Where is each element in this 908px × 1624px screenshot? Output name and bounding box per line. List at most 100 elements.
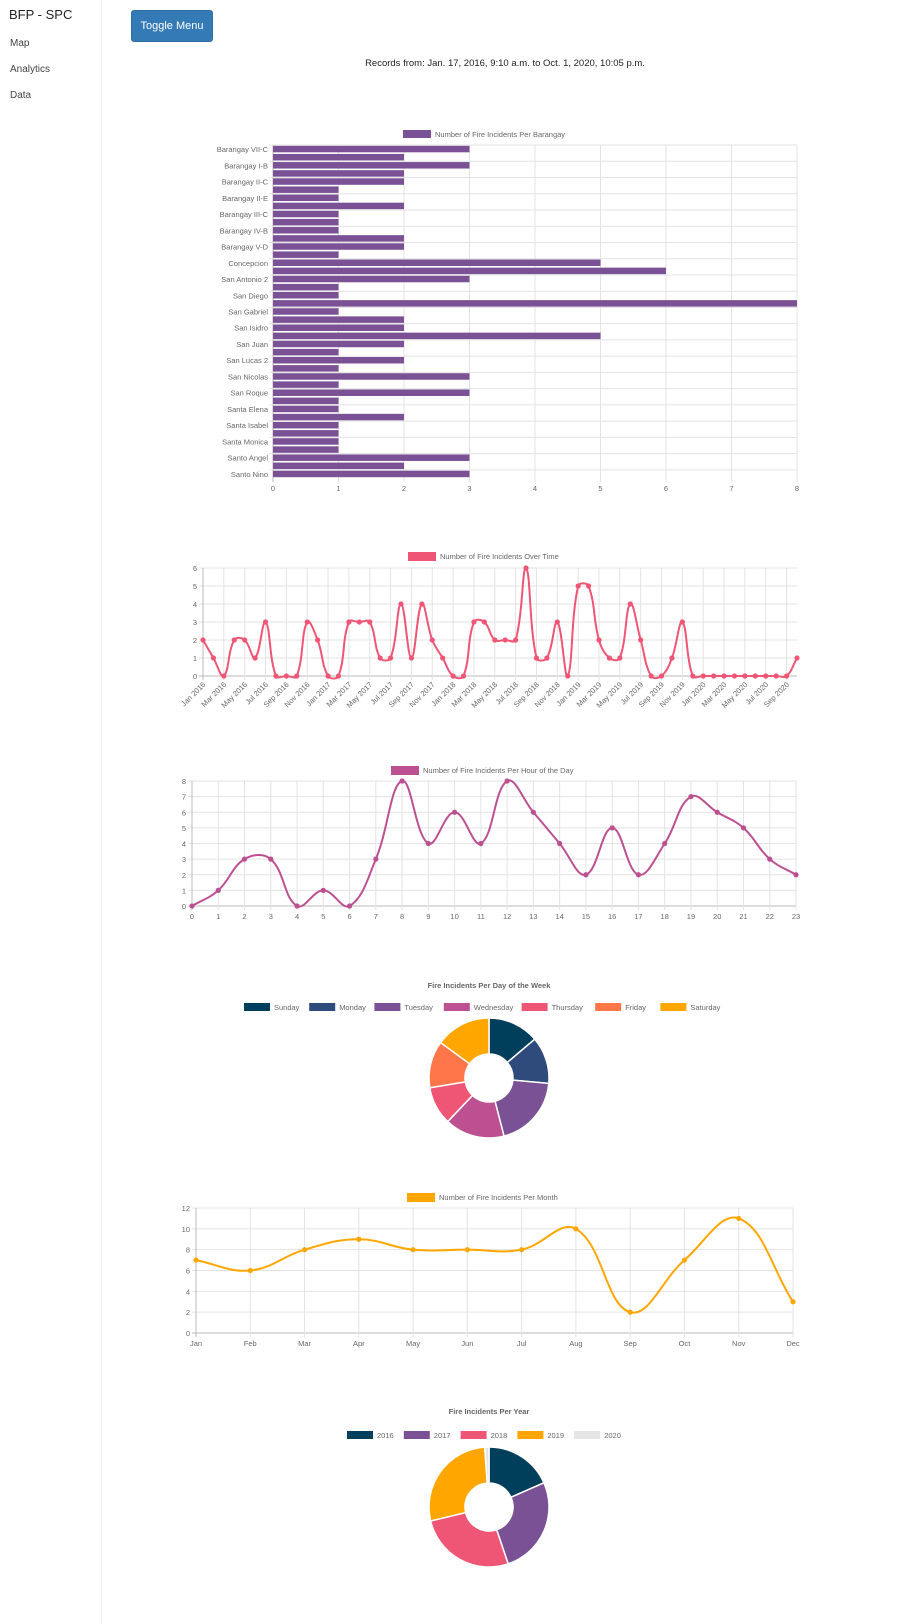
bar (273, 340, 404, 348)
bar (273, 218, 339, 226)
data-point (193, 1257, 199, 1263)
legend-swatch (403, 1431, 430, 1439)
year-doughnut: Fire Incidents Per Year 2016 2017 2018 2019 2… (347, 1407, 621, 1568)
x-tick-label: Oct (679, 1339, 692, 1348)
data-point (669, 655, 675, 661)
data-point (410, 1247, 416, 1253)
brand-title[interactable]: BFP - SPC (9, 7, 73, 22)
bar (273, 348, 339, 356)
data-point (519, 1247, 525, 1253)
data-point (268, 856, 274, 862)
y-tick-label: 6 (186, 1267, 190, 1276)
x-tick-label: 20 (713, 912, 721, 921)
x-tick-label: Dec (786, 1339, 800, 1348)
x-tick-label: 16 (608, 912, 616, 921)
month-line-chart-series-line (195, 1216, 794, 1314)
bar (273, 308, 339, 315)
barangay-legend-label: Number of Fire Incidents Per Barangay (435, 130, 565, 139)
y-tick-label: 4 (182, 840, 186, 849)
data-point (215, 887, 221, 893)
data-point (606, 655, 613, 661)
bar (273, 186, 339, 193)
bar (273, 267, 666, 275)
bar (273, 324, 404, 331)
data-point (565, 673, 571, 679)
x-tick-label: Aug (569, 1339, 582, 1348)
data-point (573, 1226, 579, 1232)
y-tick-label: San Isidro (234, 324, 268, 333)
data-point (638, 637, 644, 643)
sidebar-item-map[interactable]: Map (10, 38, 30, 49)
data-point (408, 655, 415, 661)
y-tick-label: 5 (193, 582, 197, 591)
data-point (425, 840, 431, 847)
x-tick-label: 12 (503, 912, 511, 921)
data-point (252, 655, 258, 661)
y-tick-label: 0 (193, 672, 197, 681)
x-tick-label: 1 (216, 912, 220, 921)
hour-line-chart-legend-label: Number of Fire Incidents Per Hour of the… (423, 766, 574, 775)
data-point (419, 601, 425, 607)
doughnut-slice-tuesday (494, 1079, 550, 1138)
data-point (627, 601, 633, 607)
year-doughnut-title: Fire Incidents Per Year (449, 1407, 530, 1416)
doughnut-slice-2018 (429, 1511, 510, 1568)
data-point (471, 619, 477, 625)
data-point (346, 619, 352, 625)
data-point (585, 583, 592, 589)
data-point (635, 872, 642, 878)
sidebar-item-analytics[interactable]: Analytics (10, 64, 51, 75)
sidebar-item-data[interactable]: Data (10, 90, 32, 101)
y-tick-label: Barangay III-C (220, 210, 269, 219)
data-point (325, 673, 331, 679)
day-of-week-doughnut-title: Fire Incidents Per Day of the Week (428, 981, 552, 990)
x-tick-label: Jun (461, 1339, 473, 1348)
data-point (767, 856, 773, 862)
x-tick-label: 9 (426, 912, 430, 921)
doughnut-slice-2017 (495, 1481, 550, 1565)
legend-swatch (574, 1431, 601, 1439)
y-tick-label: 0 (182, 902, 186, 911)
x-tick-label: 8 (795, 484, 799, 493)
bar (273, 162, 470, 169)
x-tick-label: 11 (477, 912, 485, 921)
x-tick-label: 3 (269, 912, 273, 921)
data-point (609, 825, 615, 831)
legend-label: Sunday (274, 1003, 300, 1012)
data-point (681, 1257, 688, 1263)
bar (273, 454, 470, 461)
data-point (398, 601, 404, 607)
bar (273, 243, 404, 250)
x-tick-label: Sep (624, 1339, 637, 1348)
data-point (662, 840, 668, 847)
data-point (731, 673, 738, 679)
doughnut-slice-2019 (428, 1446, 489, 1522)
bar (273, 413, 404, 421)
x-tick-label: 7 (374, 912, 378, 921)
x-tick-label: 18 (661, 912, 669, 921)
data-point (492, 637, 498, 643)
toggle-menu-button[interactable]: Toggle Menu (131, 10, 213, 42)
data-point (304, 619, 310, 625)
data-point (763, 673, 769, 679)
x-tick-label: 21 (739, 912, 747, 921)
data-point (294, 673, 300, 679)
y-tick-label: 12 (182, 1204, 190, 1213)
y-tick-label: Barangay IV-B (220, 226, 268, 235)
barangay-legend-swatch (403, 130, 431, 138)
data-point (301, 1247, 308, 1253)
x-tick-label: 2 (402, 484, 406, 493)
y-tick-label: 3 (182, 855, 186, 864)
y-tick-label: 3 (193, 618, 197, 627)
data-point (790, 1299, 796, 1305)
doughnut-slice-saturday (439, 1017, 490, 1065)
month-line-chart: Number of Fire Incidents Per Month 0 2 4 6 8 1… (182, 1193, 800, 1348)
data-point (523, 565, 529, 571)
legend-label: 2020 (604, 1431, 621, 1440)
data-point (736, 1215, 742, 1222)
data-point (530, 809, 536, 815)
data-point (377, 655, 383, 661)
legend-swatch (374, 1003, 401, 1011)
y-tick-label: Santa Monica (222, 437, 269, 446)
